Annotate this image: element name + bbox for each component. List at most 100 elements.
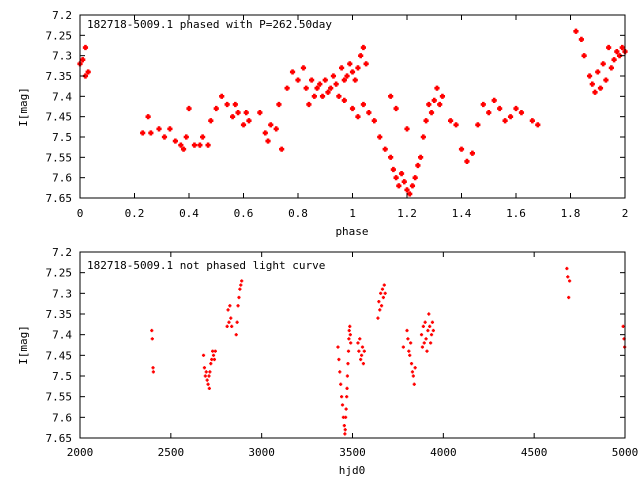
unphased-data-point: [409, 341, 413, 345]
phased-data-point: [276, 101, 282, 108]
phased-x-axis-label: phase: [335, 225, 368, 238]
unphased-data-point: [346, 349, 351, 353]
phased-y-tick-label: 7.6: [52, 172, 72, 185]
phased-data-point: [289, 69, 296, 75]
unphased-data-point: [345, 374, 350, 378]
unphased-x-tick-label: 4500: [521, 446, 548, 459]
unphased-data-point: [205, 378, 209, 382]
unphased-y-tick-label: 7.35: [46, 308, 73, 321]
unphased-data-point: [210, 357, 214, 362]
phased-data-point: [426, 101, 432, 108]
unphased-data-point: [203, 374, 207, 378]
phased-data-point: [336, 93, 342, 99]
unphased-data-point: [405, 328, 409, 333]
phased-data-point: [205, 142, 211, 148]
phased-data-point: [458, 146, 465, 152]
phased-data-point: [464, 158, 470, 165]
unphased-data-point: [207, 386, 211, 390]
phased-data-point: [82, 44, 89, 51]
phased-data-point: [240, 122, 247, 128]
unphased-data-point: [207, 374, 211, 378]
phased-data-point: [178, 142, 184, 148]
phased-data-point: [306, 101, 312, 108]
unphased-data-point: [150, 337, 154, 341]
phased-data-point: [377, 134, 383, 140]
phased-data-point: [480, 101, 486, 108]
unphased-y-tick-label: 7.25: [46, 267, 73, 280]
unphased-data-point: [410, 370, 415, 374]
phased-data-point: [268, 122, 274, 128]
phased-data-point: [507, 114, 514, 120]
unphased-data-point: [376, 316, 380, 320]
unphased-chart-title: 182718-5009.1 not phased light curve: [87, 259, 325, 272]
unphased-data-point: [338, 370, 342, 374]
phased-data-point: [363, 61, 369, 67]
unphased-data-point: [229, 316, 233, 320]
phased-data-point: [608, 65, 614, 71]
unphased-data-point: [340, 403, 345, 407]
phased-data-point: [600, 61, 606, 67]
unphased-data-point: [358, 337, 362, 341]
unphased-data-point: [234, 333, 238, 337]
unphased-data-point: [421, 324, 425, 328]
unphased-light-curve-panel: 2000 2500 3000 3500 4000 4500 5000 7.2 7.25 7.3 7.…: [17, 246, 638, 477]
unphased-data-point: [359, 353, 364, 357]
unphased-x-tick-label: 3000: [248, 446, 275, 459]
phased-data-point: [145, 114, 151, 120]
phased-data-point: [235, 110, 241, 116]
phased-x-tick-label: 0.2: [125, 207, 145, 220]
phased-data-point: [388, 154, 394, 160]
phased-y-tick-label: 7.3: [52, 50, 72, 63]
phased-data-point: [148, 130, 154, 136]
phased-y-tick-label: 7.65: [46, 192, 73, 205]
unphased-data-point: [567, 295, 571, 300]
unphased-data-point: [423, 320, 427, 324]
unphased-axis-ticks: 2000 2500 3000 3500 4000 4500 5000 7.2 7.25 7.3 7.…: [46, 246, 639, 459]
unphased-data-point: [419, 333, 424, 337]
phased-data-point: [529, 118, 535, 124]
unphased-data-point: [239, 283, 243, 287]
phased-data-point: [172, 138, 178, 144]
phased-data-point: [352, 77, 358, 83]
phased-data-point: [156, 126, 162, 132]
phased-data-point: [393, 105, 399, 112]
phased-data-point: [366, 110, 372, 116]
phased-data-point: [360, 101, 366, 108]
unphased-data-point: [427, 312, 431, 316]
unphased-data-point: [212, 357, 217, 362]
unphased-data-point: [347, 337, 351, 341]
unphased-data-point: [150, 328, 154, 333]
unphased-data-point: [345, 395, 349, 399]
unphased-data-point: [428, 324, 432, 328]
phased-data-point: [140, 130, 146, 136]
unphased-data-point: [202, 366, 207, 370]
unphased-data-point: [379, 304, 384, 308]
phased-data-point: [589, 81, 595, 87]
phased-x-tick-label: 0: [77, 207, 84, 220]
unphased-plot-frame: [79, 251, 626, 439]
phased-data-point: [325, 89, 331, 95]
phased-data-point: [491, 97, 497, 103]
unphased-data-point: [359, 357, 363, 362]
phased-data-point: [578, 36, 584, 42]
unphased-data-points: [150, 266, 627, 436]
phased-data-point: [412, 175, 418, 181]
phased-data-point: [606, 44, 612, 51]
unphased-data-point: [342, 424, 346, 428]
phased-data-point: [257, 110, 263, 116]
unphased-data-point: [227, 320, 231, 324]
phased-data-point: [191, 142, 198, 148]
phased-axis-ticks: 0 0.2 0.4 0.6 0.8 1 1.2 1.4 1.6 1.8 2 7.2 7.25 7.3 7.3…: [46, 9, 629, 220]
unphased-data-point: [343, 415, 348, 419]
unphased-data-point: [406, 337, 410, 341]
unphased-y-tick-label: 7.6: [52, 411, 72, 424]
phased-x-tick-label: 1.2: [397, 207, 417, 220]
unphased-data-point: [339, 382, 343, 386]
phased-y-tick-label: 7.55: [46, 151, 73, 164]
unphased-data-point: [357, 349, 361, 353]
phased-data-point: [232, 101, 238, 108]
phased-data-point: [597, 85, 604, 91]
unphased-data-point: [412, 382, 416, 386]
unphased-y-tick-label: 7.5: [52, 370, 72, 383]
